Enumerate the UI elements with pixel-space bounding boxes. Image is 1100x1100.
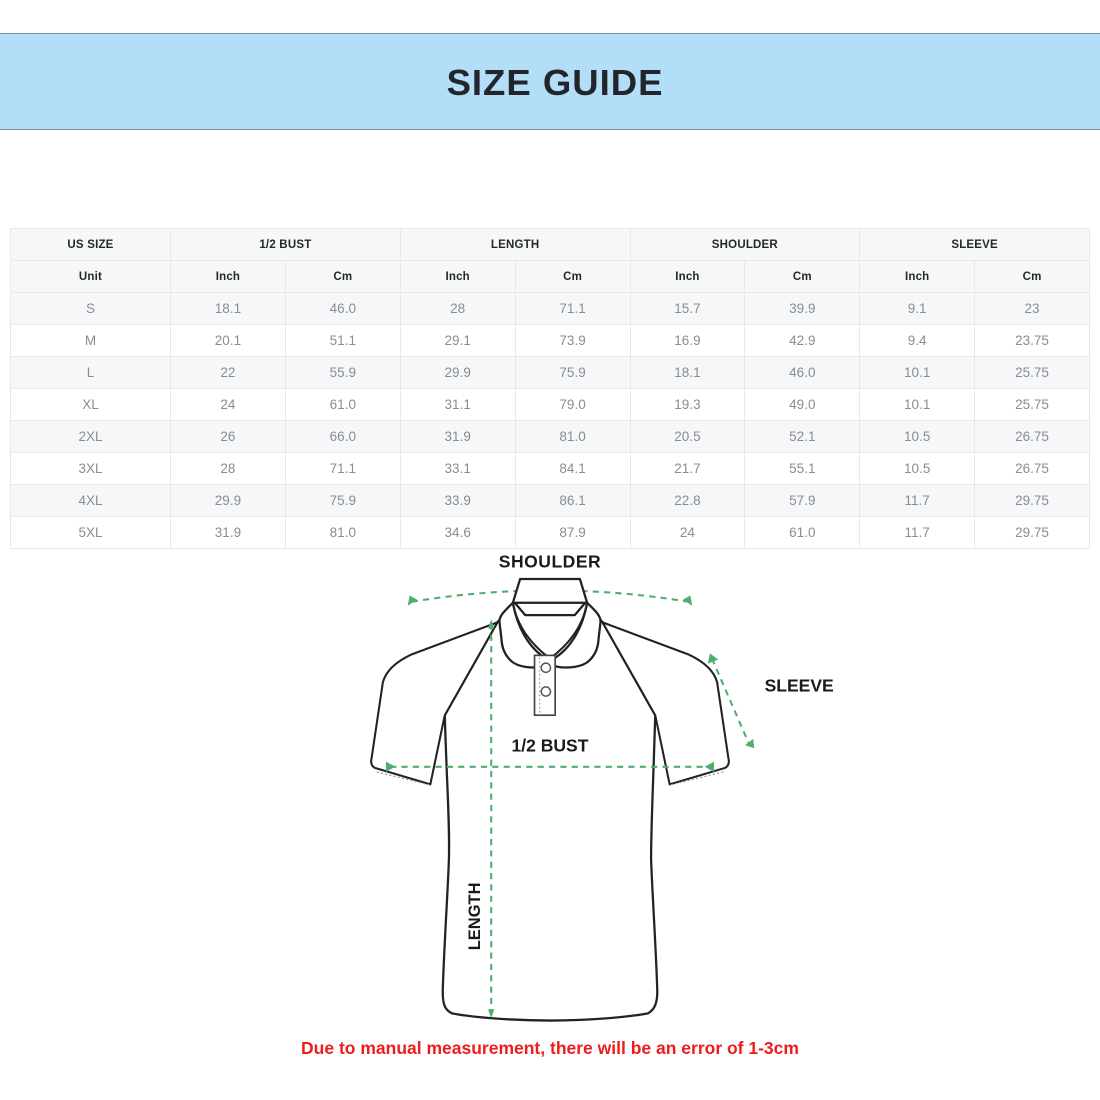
svg-text:1/2 BUST: 1/2 BUST: [512, 735, 589, 755]
svg-text:SLEEVE: SLEEVE: [765, 675, 834, 695]
svg-text:SHOULDER: SHOULDER: [499, 552, 601, 572]
svg-text:LENGTH: LENGTH: [466, 882, 484, 950]
